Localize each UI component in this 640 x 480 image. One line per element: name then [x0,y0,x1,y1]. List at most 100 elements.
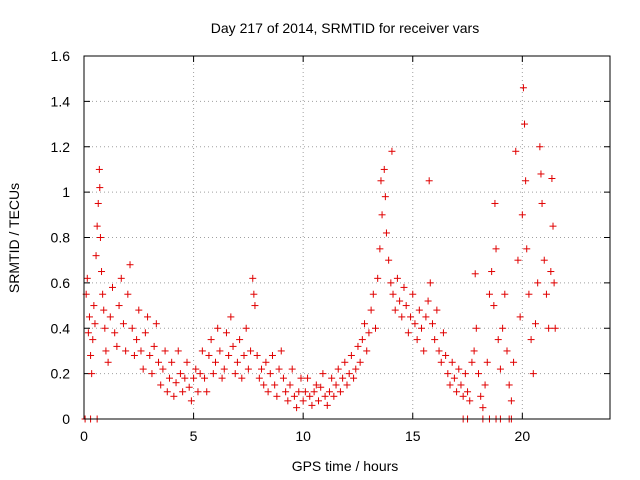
data-point [92,252,100,260]
data-point [117,274,125,282]
data-point [409,290,417,298]
data-point [201,374,209,382]
data-point [286,381,294,389]
data-point [126,261,134,269]
data-point [216,347,224,355]
data-point [122,347,130,355]
data-point [96,234,104,241]
data-point [461,370,469,378]
data-point [378,211,386,219]
data-point [336,388,344,396]
data-point [181,374,189,382]
chart-title: Day 217 of 2014, SRMTID for receiver var… [211,20,479,36]
data-point [85,313,93,321]
data-point [471,270,479,278]
y-tick-label: 1 [62,184,70,200]
data-point [251,302,259,310]
data-point [481,381,489,389]
data-point [424,297,432,305]
data-point [491,199,499,207]
data-point [170,392,178,400]
data-point [496,365,504,373]
data-point [435,347,443,355]
data-point [420,347,428,355]
data-point [113,342,121,350]
data-point [479,404,487,412]
data-point [457,381,465,389]
data-point [323,401,331,409]
data-point [426,279,434,287]
data-point [205,351,213,359]
data-point [144,313,152,321]
data-point [371,324,379,332]
data-point [266,370,274,378]
data-point [84,329,92,337]
data-point [249,274,257,282]
data-point [361,320,369,328]
data-point [306,392,314,400]
data-point [374,274,382,282]
data-point [260,381,268,389]
data-point [404,329,412,337]
data-point [477,392,485,400]
data-point [425,177,433,185]
data-point [133,336,141,344]
data-point [258,365,266,373]
data-point [148,370,156,378]
plot-frame [83,55,611,420]
data-point [238,374,246,382]
data-point [345,370,353,378]
data-point [196,370,204,378]
data-point [87,351,95,359]
data-point [488,268,496,276]
data-point [514,256,522,264]
data-point [161,347,169,355]
data-point [176,370,184,378]
data-point [179,388,187,396]
data-point [468,358,476,366]
data-point [325,388,333,396]
data-point [381,193,389,201]
data-point [540,256,548,264]
data-point [137,347,145,355]
x-tick-label: 20 [515,428,531,444]
data-point [277,347,285,355]
data-point [247,347,255,355]
data-point [350,374,358,382]
data-point [139,365,147,373]
data-point [365,329,373,337]
data-point [174,347,182,355]
data-point [367,306,375,314]
data-point [505,381,513,389]
data-point [282,388,290,396]
data-point [328,374,336,382]
data-point [402,302,410,310]
data-point [90,302,98,310]
data-point [99,290,107,298]
data-point [273,392,281,400]
data-point [536,143,544,151]
data-point [83,274,91,282]
data-point [347,351,355,359]
data-point [507,397,515,405]
data-point [192,365,200,373]
data-point [231,370,239,378]
y-tick-label: 1.4 [51,93,71,109]
data-point [387,279,395,287]
data-point [98,268,106,276]
data-point [91,320,99,328]
data-point [396,297,404,305]
x-tick-label: 0 [80,428,88,444]
data-point [146,351,154,359]
data-point [411,320,419,328]
data-point [494,336,502,344]
data-point [510,358,518,366]
data-point [317,383,325,391]
y-tick-label: 0.6 [51,275,71,291]
data-point [485,290,493,298]
data-point [389,290,397,298]
data-point [453,388,461,396]
data-point [380,165,388,173]
data-point [490,302,498,310]
